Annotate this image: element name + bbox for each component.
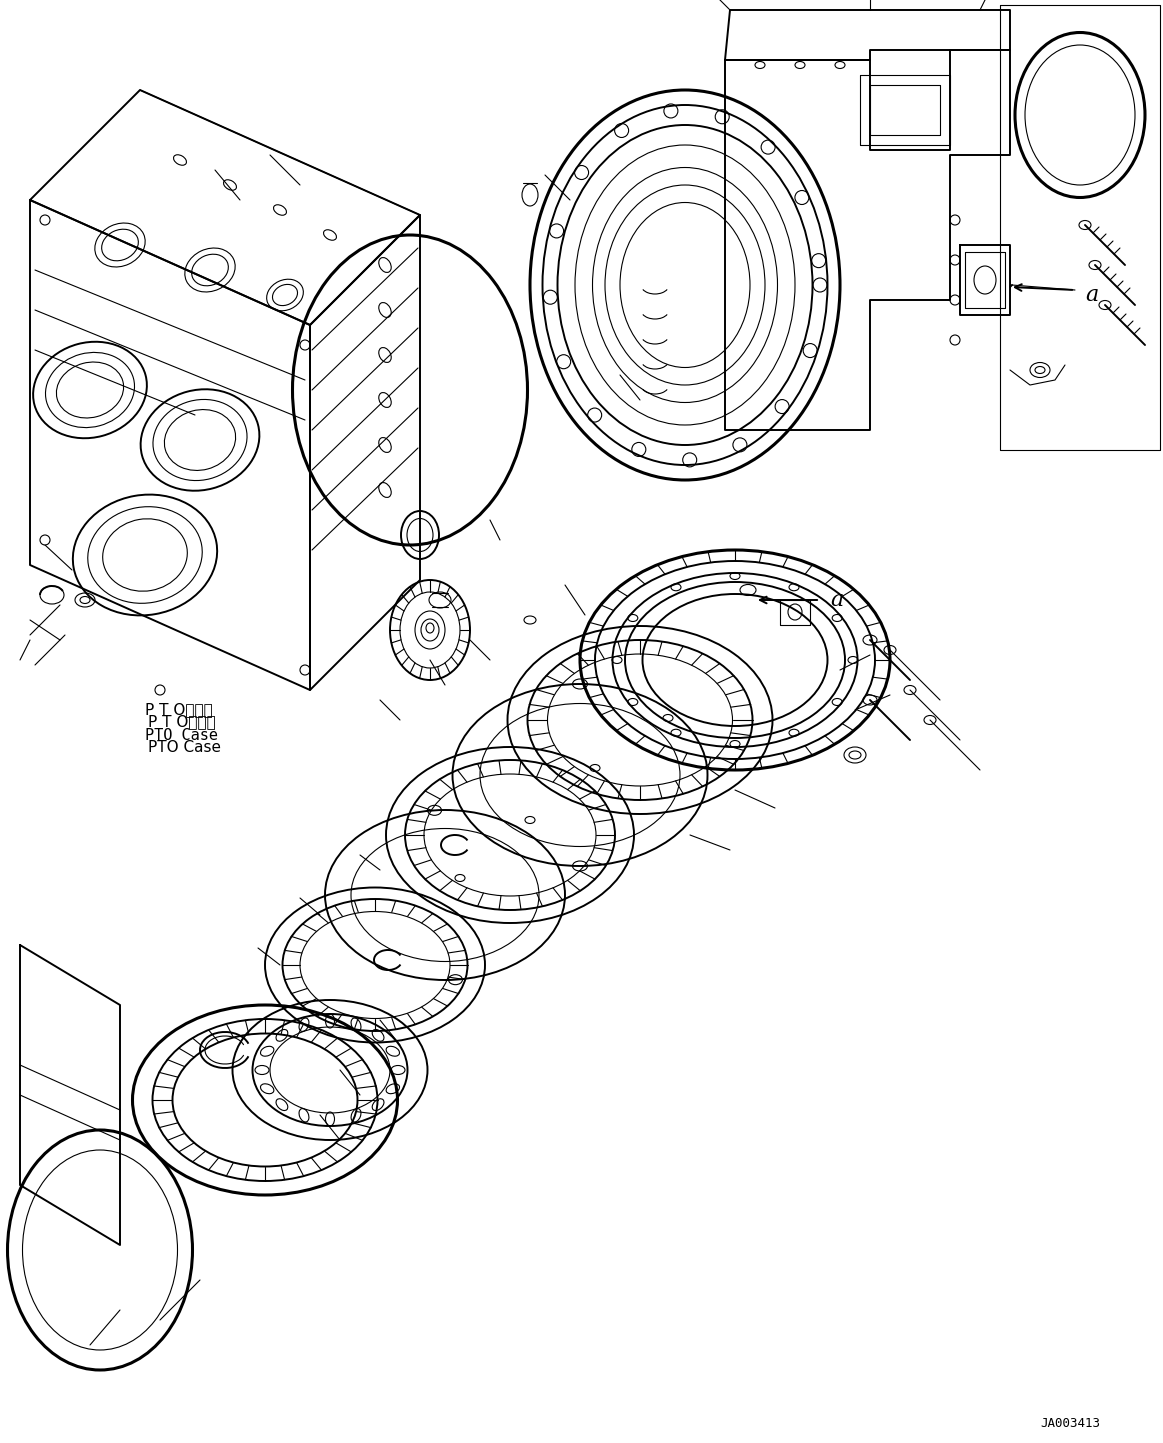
Text: PTO Case: PTO Case	[145, 727, 217, 743]
Text: P T Oケース: P T Oケース	[148, 714, 216, 730]
Text: PTO Case: PTO Case	[148, 740, 221, 756]
Text: a: a	[1085, 284, 1098, 306]
Text: a: a	[830, 589, 843, 610]
Text: JA003413: JA003413	[1040, 1417, 1100, 1430]
Text: P T Oケース: P T Oケース	[145, 703, 213, 717]
